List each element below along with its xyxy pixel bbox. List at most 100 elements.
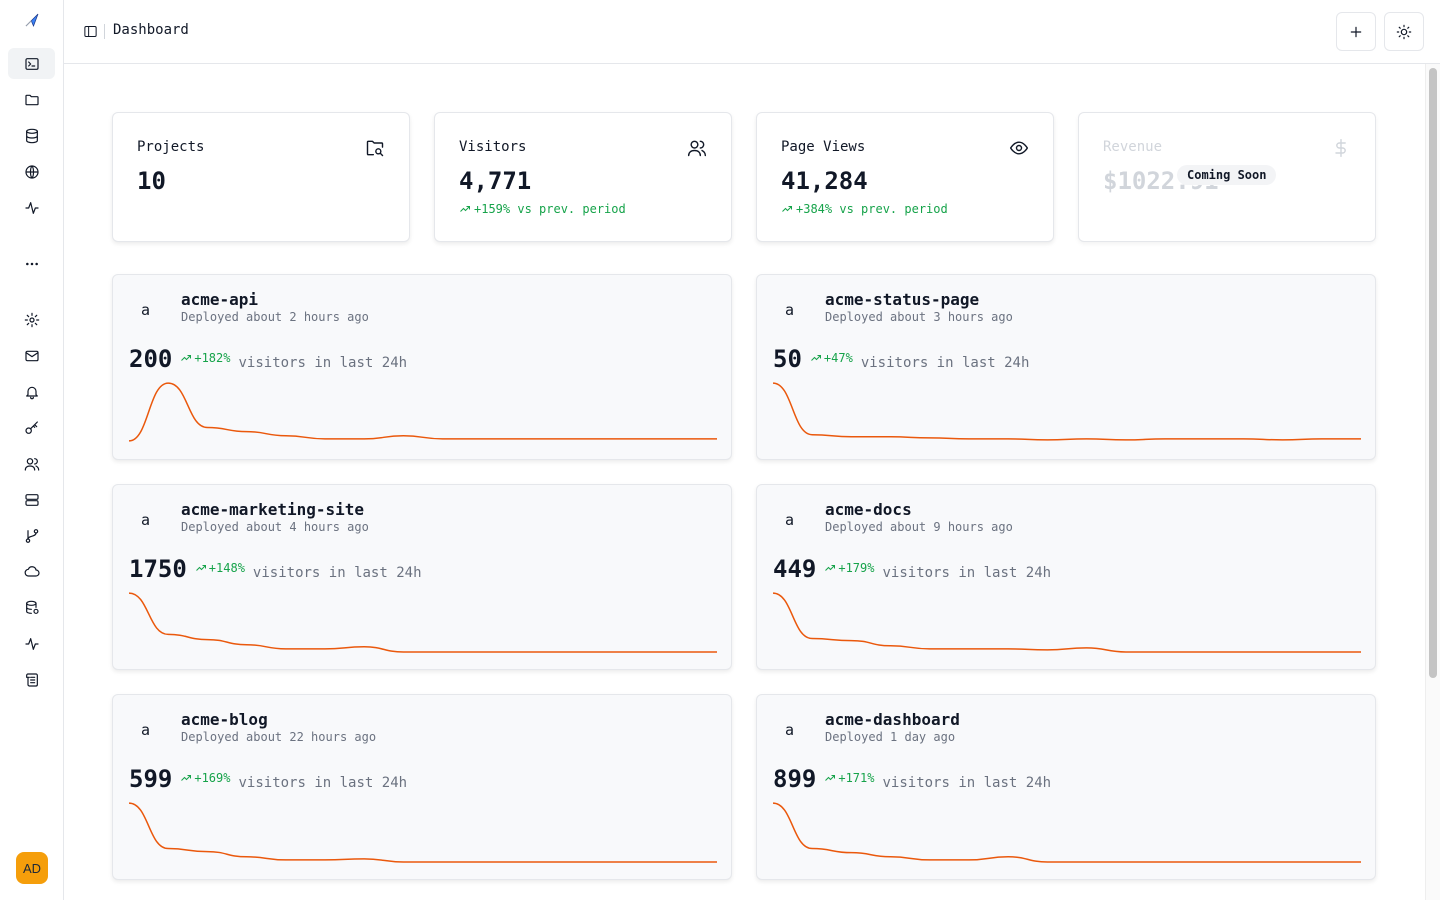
- git-branch-icon: [25, 528, 38, 543]
- database-icon: [25, 128, 38, 143]
- database-settings-icon: [25, 600, 39, 614]
- project-avatar: a: [141, 511, 151, 529]
- project-name[interactable]: acme-blog: [181, 710, 268, 729]
- sidebar-item-activity[interactable]: [8, 192, 55, 223]
- user-avatar[interactable]: AD: [16, 852, 48, 884]
- project-name[interactable]: acme-status-page: [825, 290, 980, 309]
- sidebar-item-server[interactable]: [8, 484, 55, 515]
- sidebar-item-users[interactable]: [8, 448, 55, 479]
- folder-search-icon: [365, 138, 385, 158]
- scroll-icon: [25, 672, 38, 687]
- project-deployed-time: Deployed about 2 hours ago: [181, 310, 369, 324]
- project-card[interactable]: a acme-blog Deployed about 22 hours ago …: [112, 694, 732, 880]
- scrollbar-thumb[interactable]: [1429, 68, 1437, 678]
- project-caption: visitors in last 24h: [238, 355, 408, 371]
- logo-icon[interactable]: [20, 8, 44, 32]
- panel-left-icon: [83, 25, 97, 37]
- sun-icon: [1396, 24, 1412, 39]
- project-card[interactable]: a acme-status-page Deployed about 3 hour…: [756, 274, 1376, 460]
- project-change: +179%: [824, 561, 874, 575]
- sidebar-item-database[interactable]: [8, 120, 55, 151]
- project-change-text: +171%: [838, 771, 875, 785]
- main-scrollbar[interactable]: [1425, 64, 1440, 900]
- trending-up-icon: [195, 565, 206, 571]
- sidebar-item-notifications[interactable]: [8, 376, 55, 407]
- project-name[interactable]: acme-dashboard: [825, 710, 960, 729]
- trending-up-icon: [811, 355, 821, 361]
- visitors-sparkline: [772, 802, 1361, 863]
- project-change-text: +148%: [208, 561, 245, 575]
- project-change: +148%: [195, 561, 245, 575]
- sidebar-toggle-button[interactable]: [82, 23, 98, 39]
- terminal-icon: [24, 57, 39, 70]
- header-divider: [104, 24, 105, 39]
- sidebar-item-cloud[interactable]: [8, 556, 55, 587]
- top-header: Dashboard: [64, 0, 1440, 64]
- sidebar-item-git[interactable]: [8, 520, 55, 551]
- sidebar-item-mail[interactable]: [8, 340, 55, 371]
- bell-icon: [25, 386, 38, 399]
- project-stats: 899 +171% visitors in last 24h: [773, 765, 1051, 793]
- sidebar-item-terminal[interactable]: [8, 48, 55, 79]
- sidebar-item-settings[interactable]: [8, 304, 55, 335]
- project-change: +169%: [180, 771, 230, 785]
- project-card[interactable]: a acme-marketing-site Deployed about 4 h…: [112, 484, 732, 670]
- sidebar-item-keys[interactable]: [8, 412, 55, 443]
- project-caption: visitors in last 24h: [252, 565, 422, 581]
- project-card[interactable]: a acme-dashboard Deployed 1 day ago 899 …: [756, 694, 1376, 880]
- stat-label: Page Views: [781, 139, 866, 155]
- project-avatar: a: [141, 721, 151, 739]
- project-name[interactable]: acme-api: [181, 290, 259, 309]
- sidebar-item-pulse[interactable]: [8, 628, 55, 659]
- settings-icon: [24, 312, 39, 327]
- project-change-text: +182%: [194, 351, 231, 365]
- sparkline-series: [128, 382, 717, 442]
- project-avatar: a: [785, 301, 795, 319]
- stat-card-page-views: Page Views 41,284 +384% vs prev. period: [756, 112, 1054, 242]
- project-stats: 599 +169% visitors in last 24h: [129, 765, 407, 793]
- stat-change-text: +384% vs prev. period: [796, 202, 948, 216]
- sidebar-item-database-settings[interactable]: [8, 592, 55, 623]
- pulse-icon: [24, 637, 39, 650]
- stat-card-visitors: Visitors 4,771 +159% vs prev. period: [434, 112, 732, 242]
- sparkline-series: [772, 802, 1361, 863]
- dollar-icon: [1331, 138, 1351, 158]
- sparkline-series: [772, 382, 1361, 441]
- plus-icon: [1350, 26, 1362, 37]
- project-change-text: +179%: [838, 561, 875, 575]
- project-deployed-time: Deployed about 4 hours ago: [181, 520, 369, 534]
- stat-label: Projects: [137, 139, 205, 155]
- project-deployed-time: Deployed about 3 hours ago: [825, 310, 1013, 324]
- project-stats: 50 +47% visitors in last 24h: [773, 345, 1029, 373]
- trending-up-icon: [825, 565, 836, 571]
- project-caption: visitors in last 24h: [882, 775, 1052, 791]
- theme-toggle-button[interactable]: [1384, 12, 1424, 51]
- project-caption: visitors in last 24h: [238, 775, 408, 791]
- project-card[interactable]: a acme-docs Deployed about 9 hours ago 4…: [756, 484, 1376, 670]
- project-stats: 200 +182% visitors in last 24h: [129, 345, 407, 373]
- project-avatar: a: [141, 301, 151, 319]
- add-button[interactable]: [1336, 12, 1376, 51]
- project-name[interactable]: acme-docs: [825, 500, 912, 519]
- project-avatar: a: [785, 721, 795, 739]
- project-change: +171%: [824, 771, 874, 785]
- activity-icon: [24, 201, 39, 214]
- project-name[interactable]: acme-marketing-site: [181, 500, 365, 519]
- folder-icon: [24, 94, 39, 105]
- visitors-sparkline: [772, 592, 1361, 653]
- visitors-sparkline: [128, 382, 717, 442]
- project-visitors: 599: [129, 765, 173, 793]
- project-visitors: 449: [773, 555, 817, 583]
- trending-up-icon: [782, 206, 792, 212]
- stat-card-projects: Projects 10: [112, 112, 410, 242]
- project-stats: 449 +179% visitors in last 24h: [773, 555, 1051, 583]
- sidebar-item-folder[interactable]: [8, 84, 55, 115]
- mail-icon: [24, 350, 39, 361]
- sidebar-item-more[interactable]: [8, 248, 55, 279]
- project-visitors: 200: [129, 345, 173, 373]
- project-card[interactable]: a acme-api Deployed about 2 hours ago 20…: [112, 274, 732, 460]
- sidebar-item-globe[interactable]: [8, 156, 55, 187]
- sidebar-item-logs[interactable]: [8, 664, 55, 695]
- stat-card-revenue: Revenue $1022.91 Coming Soon: [1078, 112, 1376, 242]
- project-change: +182%: [180, 351, 230, 365]
